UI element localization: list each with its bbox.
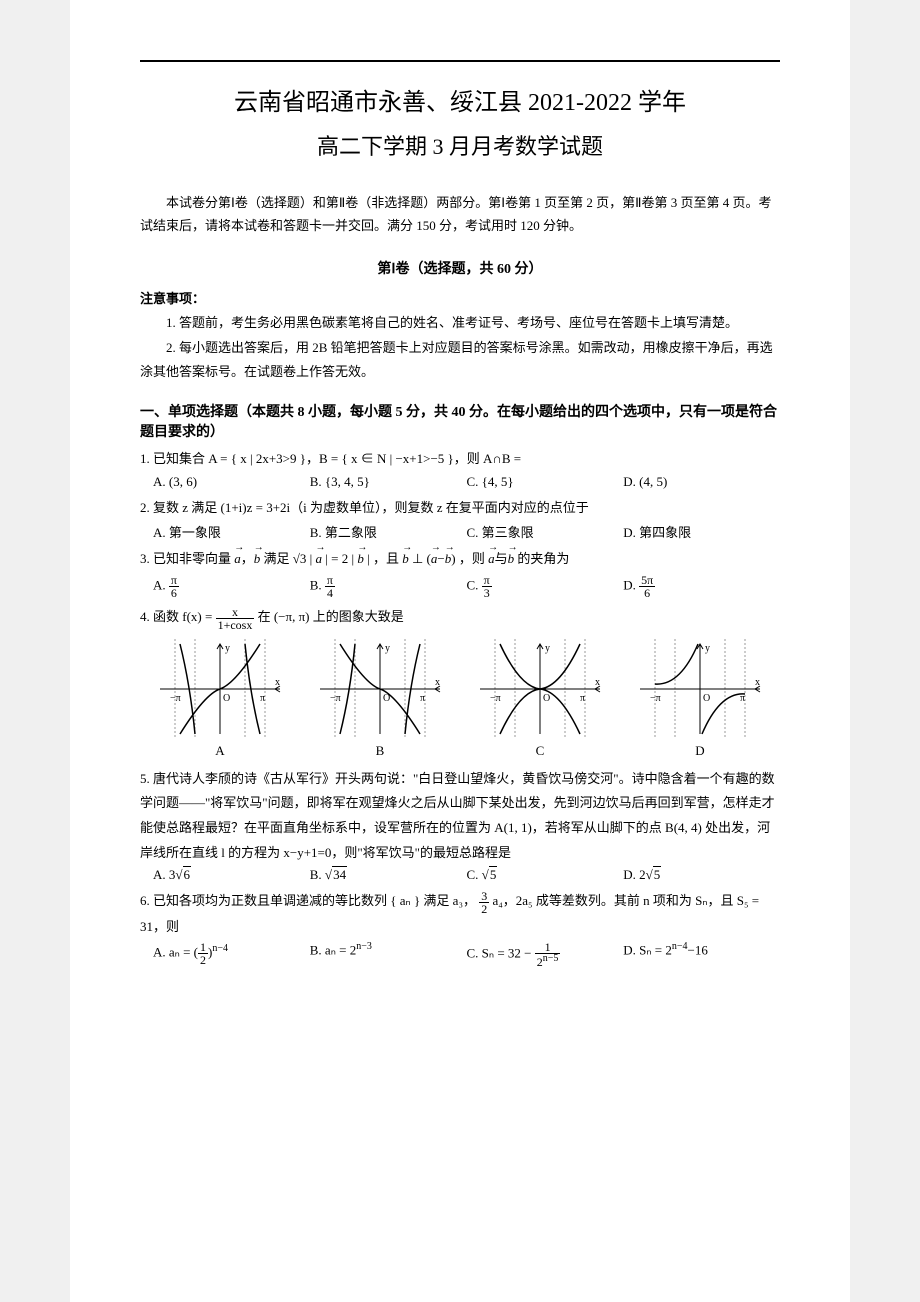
q6-opt-b: B. aₙ = 2n−3 (310, 941, 467, 968)
q2-opt-a: A. 第一象限 (153, 522, 310, 541)
svg-text:π: π (740, 693, 745, 704)
svg-text:O: O (703, 693, 710, 704)
svg-text:O: O (223, 693, 230, 704)
q2-stem: 2. 复数 z 满足 (1+i)z = 3+2i（i 为虚数单位），则复数 z … (140, 496, 780, 521)
q3-stem: 3. 已知非零向量 a，b 满足 √3 | a | = 2 | b | ，且 b… (140, 547, 780, 572)
q6-opt-a: A. aₙ = (12)n−4 (153, 941, 310, 968)
q3-mid2: ，且 (373, 551, 399, 566)
svg-text:−π: −π (650, 693, 661, 704)
q1-opt-c: C. {4, 5} (467, 474, 624, 490)
svg-text:O: O (383, 693, 390, 704)
vector-a: a (234, 547, 241, 572)
svg-text:y: y (705, 643, 710, 654)
notice-item-2: 2. 每小题选出答案后，用 2B 铅笔把答题卡上对应题目的答案标号涂黑。如需改动… (140, 336, 780, 383)
q6-prefix: 6. 已知各项均为正数且单调递减的等比数列 { aₙ } 满足 a₃， (140, 893, 476, 908)
svg-text:x: x (435, 677, 440, 688)
q3-prefix: 3. 已知非零向量 (140, 551, 231, 566)
q5-options: A. 3√6 B. √34 C. √5 D. 2√5 (140, 867, 780, 883)
q5-opt-a: A. 3√6 (153, 867, 310, 883)
svg-text:−π: −π (490, 693, 501, 704)
q5-opt-c: C. √5 (467, 867, 624, 883)
graph-a: −π π O x y A (155, 639, 285, 759)
graph-c: −π π O x y C (475, 639, 605, 759)
svg-text:x: x (595, 677, 600, 688)
q3-opt-b: B. π4 (310, 574, 467, 599)
q4-prefix: 4. 函数 f(x) = (140, 609, 216, 624)
q3-options: A. π6 B. π4 C. π3 D. 5π6 (140, 574, 780, 599)
part-1-title: 一、单项选择题（本题共 8 小题，每小题 5 分，共 40 分。在每小题给出的四… (140, 401, 780, 441)
q5-opt-b: B. √34 (310, 867, 467, 883)
q4-graphs: −π π O x y A −π (140, 639, 780, 759)
title-line-2: 高二下学期 3 月月考数学试题 (140, 129, 780, 161)
q5-opt-d: D. 2√5 (623, 867, 780, 883)
q5-stem: 5. 唐代诗人李颀的诗《古从军行》开头两句说："白日登山望烽火，黄昏饮马傍交河"… (140, 767, 780, 866)
title-line-1: 云南省昭通市永善、绥江县 2021-2022 学年 (140, 82, 780, 117)
q1-opt-b: B. {3, 4, 5} (310, 474, 467, 490)
intro-text: 本试卷分第Ⅰ卷（选择题）和第Ⅱ卷（非选择题）两部分。第Ⅰ卷第 1 页至第 2 页… (140, 191, 780, 238)
graph-a-label: A (155, 743, 285, 759)
svg-text:−π: −π (330, 693, 341, 704)
q3-opt-d: D. 5π6 (623, 574, 780, 599)
svg-text:y: y (225, 643, 230, 654)
svg-text:x: x (755, 677, 760, 688)
svg-text:π: π (580, 693, 585, 704)
q3-suffix: 的夹角为 (517, 551, 569, 566)
svg-text:O: O (543, 693, 550, 704)
q1-stem: 1. 已知集合 A = { x | 2x+3>9 }，B = { x ∈ N |… (140, 447, 780, 472)
q6-options: A. aₙ = (12)n−4 B. aₙ = 2n−3 C. Sₙ = 32 … (140, 941, 780, 968)
graph-c-label: C (475, 743, 605, 759)
graph-b-svg: −π π O x y (315, 639, 445, 739)
q2-opt-d: D. 第四象限 (623, 522, 780, 541)
q2-opt-b: B. 第二象限 (310, 522, 467, 541)
svg-text:π: π (260, 693, 265, 704)
svg-text:π: π (420, 693, 425, 704)
graph-a-svg: −π π O x y (155, 639, 285, 739)
q4-suffix: 在 (−π, π) 上的图象大致是 (258, 609, 404, 624)
q6-opt-c: C. Sₙ = 32 − 12n−5 (467, 941, 624, 968)
header-rule (140, 60, 780, 62)
svg-text:−π: −π (170, 693, 181, 704)
q4-stem: 4. 函数 f(x) = x1+cosx 在 (−π, π) 上的图象大致是 (140, 605, 780, 631)
svg-text:y: y (385, 643, 390, 654)
q6-stem: 6. 已知各项均为正数且单调递减的等比数列 { aₙ } 满足 a₃， 32 a… (140, 889, 780, 939)
vector-b: b (254, 547, 261, 572)
q1-opt-d: D. (4, 5) (623, 474, 780, 490)
q3-opt-a: A. π6 (153, 574, 310, 599)
graph-b-label: B (315, 743, 445, 759)
notice-item-1: 1. 答题前，考生务必用黑色碳素笔将自己的姓名、准考证号、考场号、座位号在答题卡… (140, 311, 780, 334)
svg-text:x: x (275, 677, 280, 688)
q3-opt-c: C. π3 (467, 574, 624, 599)
q3-mid3: ，则 (459, 551, 485, 566)
q1-options: A. (3, 6) B. {3, 4, 5} C. {4, 5} D. (4, … (140, 474, 780, 490)
section-1-label: 第Ⅰ卷（选择题，共 60 分） (140, 258, 780, 278)
exam-page: 云南省昭通市永善、绥江县 2021-2022 学年 高二下学期 3 月月考数学试… (70, 0, 850, 1302)
graph-d-label: D (635, 743, 765, 759)
graph-c-svg: −π π O x y (475, 639, 605, 739)
svg-text:y: y (545, 643, 550, 654)
graph-d-svg: −π π O x y (635, 639, 765, 739)
graph-b: −π π O x y B (315, 639, 445, 759)
graph-d: −π π O x y D (635, 639, 765, 759)
notice-title: 注意事项： (140, 288, 780, 307)
q3-mid1: 满足 (264, 551, 290, 566)
q6-opt-d: D. Sₙ = 2n−4−16 (623, 941, 780, 968)
q1-opt-a: A. (3, 6) (153, 474, 310, 490)
